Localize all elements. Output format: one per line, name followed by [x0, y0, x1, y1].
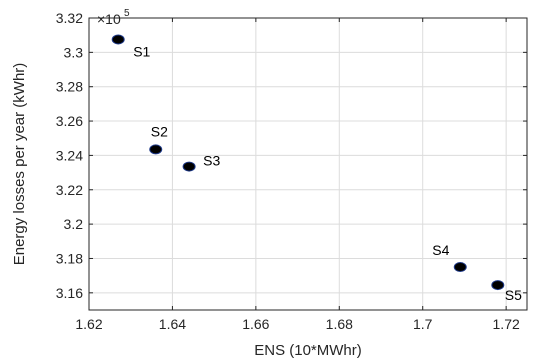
- point-label-s2: S2: [151, 123, 168, 139]
- x-tick-label: 1.66: [242, 316, 269, 332]
- x-tick-label: 1.64: [159, 316, 186, 332]
- x-axis-ticks: 1.62 1.64 1.66 1.68 1.7 1.72: [75, 18, 520, 332]
- y-tick-label: 3.26: [56, 113, 83, 129]
- plot-frame: [88, 17, 528, 311]
- scatter-point-s1: [111, 34, 125, 45]
- y-tick-label: 3.2: [64, 216, 84, 232]
- y-exponent-base: ×10: [97, 11, 121, 27]
- point-label-s3: S3: [203, 153, 220, 169]
- point-label-s5: S5: [505, 287, 522, 303]
- x-axis-label: ENS (10*MWhr): [254, 342, 362, 359]
- y-tick-label: 3.32: [56, 10, 83, 26]
- y-tick-label: 3.22: [56, 182, 83, 198]
- y-exponent-power: 5: [124, 8, 130, 19]
- y-tick-label: 3.24: [56, 147, 83, 163]
- y-tick-label: 3.18: [56, 250, 83, 266]
- scatter-point-s2: [149, 144, 163, 155]
- x-tick-label: 1.72: [493, 316, 520, 332]
- y-tick-label: 3.28: [56, 79, 83, 95]
- x-tick-label: 1.62: [75, 316, 102, 332]
- y-axis-ticks: 3.16 3.18 3.2 3.22 3.24 3.26 3.28 3.3 3.32: [56, 10, 527, 301]
- x-tick-label: 1.7: [413, 316, 433, 332]
- data-points: [111, 34, 505, 291]
- point-labels: S1 S2 S3 S4 S5: [133, 43, 522, 303]
- point-label-s1: S1: [133, 43, 150, 59]
- y-tick-label: 3.16: [56, 285, 83, 301]
- y-axis-label: Energy losses per year (kWhr): [11, 63, 28, 266]
- scatter-point-s4: [453, 262, 467, 273]
- y-tick-label: 3.3: [64, 44, 84, 60]
- plot-area: [89, 18, 527, 310]
- scatter-point-s3: [182, 161, 196, 172]
- y-axis-exponent: ×10 5: [97, 8, 130, 27]
- point-label-s4: S4: [432, 242, 449, 258]
- scatter-point-s5: [491, 280, 505, 291]
- x-tick-label: 1.68: [326, 316, 353, 332]
